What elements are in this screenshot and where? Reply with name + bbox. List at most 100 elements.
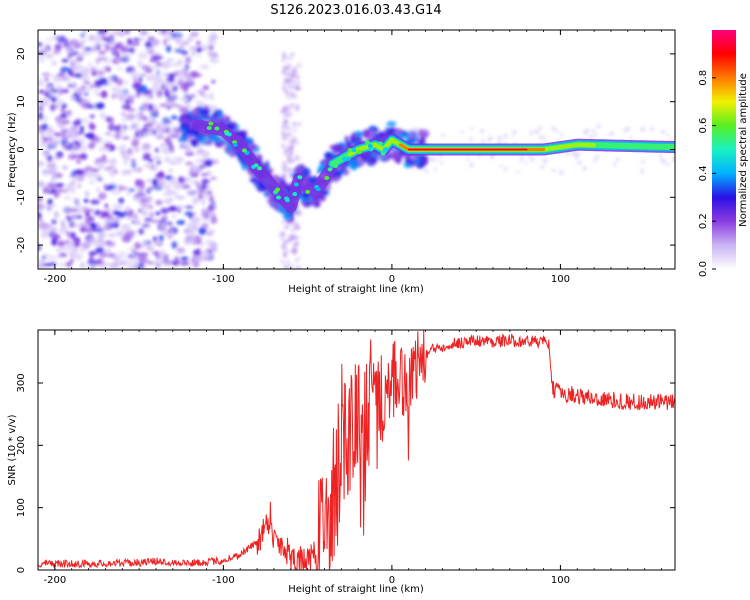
spectrogram-noise-blob bbox=[590, 129, 595, 132]
spectrogram-noise-blob bbox=[123, 159, 128, 166]
spectrogram-noise-blob bbox=[116, 66, 124, 71]
spectrogram-ridge-blob bbox=[181, 118, 191, 124]
spectrogram-noise-blob bbox=[118, 197, 125, 205]
spectrogram-noise-blob bbox=[142, 154, 151, 161]
spectrogram-noise-blob bbox=[60, 108, 66, 113]
spectrogram-noise-blob bbox=[167, 235, 173, 239]
spectrogram-noise-blob bbox=[139, 244, 145, 248]
spectrogram-noise-blob bbox=[153, 55, 164, 60]
spectrogram-noise-blob bbox=[168, 145, 175, 154]
spectrogram-noise-blob bbox=[95, 228, 105, 232]
spectrogram-noise-blob bbox=[176, 247, 186, 254]
spectrogram-noise-blob bbox=[122, 155, 131, 161]
spectrogram-noise-blob bbox=[137, 60, 143, 68]
spectrogram-noise-blob bbox=[146, 126, 154, 131]
spectrogram-noise-blob bbox=[65, 261, 73, 267]
spectrogram-noise-blob bbox=[61, 119, 71, 125]
spectrogram-ridge-blob bbox=[208, 140, 213, 146]
spectrogram-noise-blob bbox=[65, 183, 72, 192]
spectrogram-noise-blob bbox=[183, 176, 190, 180]
spectrogram-hot-spot bbox=[377, 141, 383, 146]
spectrogram-noise-blob bbox=[158, 131, 163, 135]
spectrogram-noise-blob bbox=[145, 178, 154, 184]
spectrogram-noise-blob bbox=[140, 202, 150, 210]
spectrogram-noise-blob bbox=[285, 63, 293, 67]
spectrogram-noise-blob bbox=[281, 244, 287, 250]
spectrogram-noise-blob bbox=[72, 223, 83, 228]
spectrogram-noise-blob bbox=[73, 253, 83, 260]
spectrogram-noise-blob bbox=[132, 229, 138, 233]
spectrogram-noise-blob bbox=[210, 176, 217, 180]
snr-ylabel: SNR (10 * v/v) bbox=[7, 414, 18, 485]
spectrogram-noise-blob bbox=[615, 158, 621, 162]
spectrogram-noise-blob bbox=[95, 57, 101, 65]
spectrogram-noise-blob bbox=[184, 211, 194, 216]
spectrogram-noise-blob bbox=[295, 222, 299, 228]
spectrogram-noise-blob bbox=[67, 153, 78, 160]
spectrogram-noise-blob bbox=[283, 119, 289, 124]
spectrogram-noise-blob bbox=[65, 231, 70, 236]
spectrogram-noise-blob bbox=[184, 73, 193, 79]
spectrogram-noise-blob bbox=[149, 128, 158, 136]
spectrogram-noise-blob bbox=[103, 186, 111, 191]
spectrogram-noise-blob bbox=[54, 43, 62, 51]
spectrogram-noise-blob bbox=[659, 158, 666, 162]
spectrogram-noise-blob bbox=[107, 123, 116, 132]
spectrogram-noise-blob bbox=[76, 183, 82, 189]
spectrogram-noise-blob bbox=[182, 143, 192, 151]
spectrogram-noise-blob bbox=[183, 236, 193, 245]
spectrogram-noise-blob bbox=[190, 230, 196, 238]
spectrogram-noise-blob bbox=[292, 127, 298, 133]
spectrogram-noise-blob bbox=[69, 39, 79, 44]
spectrogram-noise-blob bbox=[147, 36, 156, 41]
spectrogram-noise-blob bbox=[143, 131, 152, 137]
spectrogram-noise-blob bbox=[184, 205, 194, 209]
spectrogram-ridge-blob bbox=[386, 121, 397, 127]
spectrogram-noise-blob bbox=[280, 237, 287, 242]
spectrogram-hot-spot bbox=[214, 126, 220, 131]
snr-ytick-label: 100 bbox=[16, 498, 27, 517]
spectrogram-noise-blob bbox=[92, 173, 102, 179]
spectrogram-noise-blob bbox=[281, 85, 288, 92]
spectrogram-noise-blob bbox=[70, 126, 78, 135]
spectrogram-ridge-blob bbox=[256, 184, 266, 193]
spectrogram-noise-blob bbox=[469, 136, 473, 142]
spectrogram-ridge-blob bbox=[367, 156, 374, 162]
spectrogram-noise-blob bbox=[187, 265, 192, 269]
spectrogram-noise-blob bbox=[61, 76, 71, 82]
snr-panel: -200 -100 0 100 0 100 200 300 Height of straigh… bbox=[7, 329, 676, 595]
spectrogram-noise-blob bbox=[281, 130, 285, 137]
spectrogram-noise-blob bbox=[171, 241, 178, 249]
spectrogram-noise-blob bbox=[46, 129, 56, 134]
snr-ytick-label: 200 bbox=[16, 436, 27, 455]
spectrogram-noise-blob bbox=[641, 159, 645, 164]
spectrogram-noise-blob bbox=[169, 228, 175, 235]
spectrogram-noise-blob bbox=[197, 47, 203, 52]
spectrogram-noise-blob bbox=[534, 129, 540, 135]
spectrogram-noise-blob bbox=[283, 148, 290, 154]
spectrogram-noise-blob bbox=[127, 265, 137, 269]
spectrogram-noise-blob bbox=[140, 261, 145, 269]
spectrogram-noise-blob bbox=[201, 178, 210, 185]
spectrogram-noise-blob bbox=[103, 140, 113, 144]
spectrogram-noise-blob bbox=[283, 152, 288, 156]
spectrogram-noise-blob bbox=[103, 226, 112, 231]
snr-xtick-label: -200 bbox=[44, 575, 67, 586]
colorbar-tick-label: 0.6 bbox=[698, 118, 709, 134]
spectrogram-noise-blob bbox=[578, 151, 582, 155]
spectrogram-hot-spot bbox=[341, 156, 347, 161]
spectrogram-noise-blob bbox=[69, 258, 74, 263]
spectrogram-ylabel: Frequency (Hz) bbox=[7, 112, 18, 188]
spectrogram-noise-blob bbox=[189, 46, 199, 50]
spectrogram-noise-blob bbox=[181, 184, 191, 190]
spectrogram-noise-blob bbox=[51, 227, 58, 231]
spectrogram-noise-blob bbox=[54, 186, 63, 194]
spectrogram-noise-blob bbox=[117, 30, 126, 37]
spectrogram-noise-blob bbox=[96, 241, 103, 247]
spectrogram-noise-blob bbox=[130, 158, 137, 163]
spectrogram-noise-blob bbox=[571, 151, 577, 156]
spectrogram-noise-blob bbox=[84, 166, 94, 173]
spectrogram-ytick-label: 10 bbox=[16, 95, 27, 108]
spectrogram-ridge-blob bbox=[277, 206, 285, 214]
